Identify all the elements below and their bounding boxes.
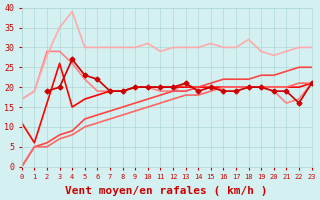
X-axis label: Vent moyen/en rafales ( km/h ): Vent moyen/en rafales ( km/h ): [66, 186, 268, 196]
